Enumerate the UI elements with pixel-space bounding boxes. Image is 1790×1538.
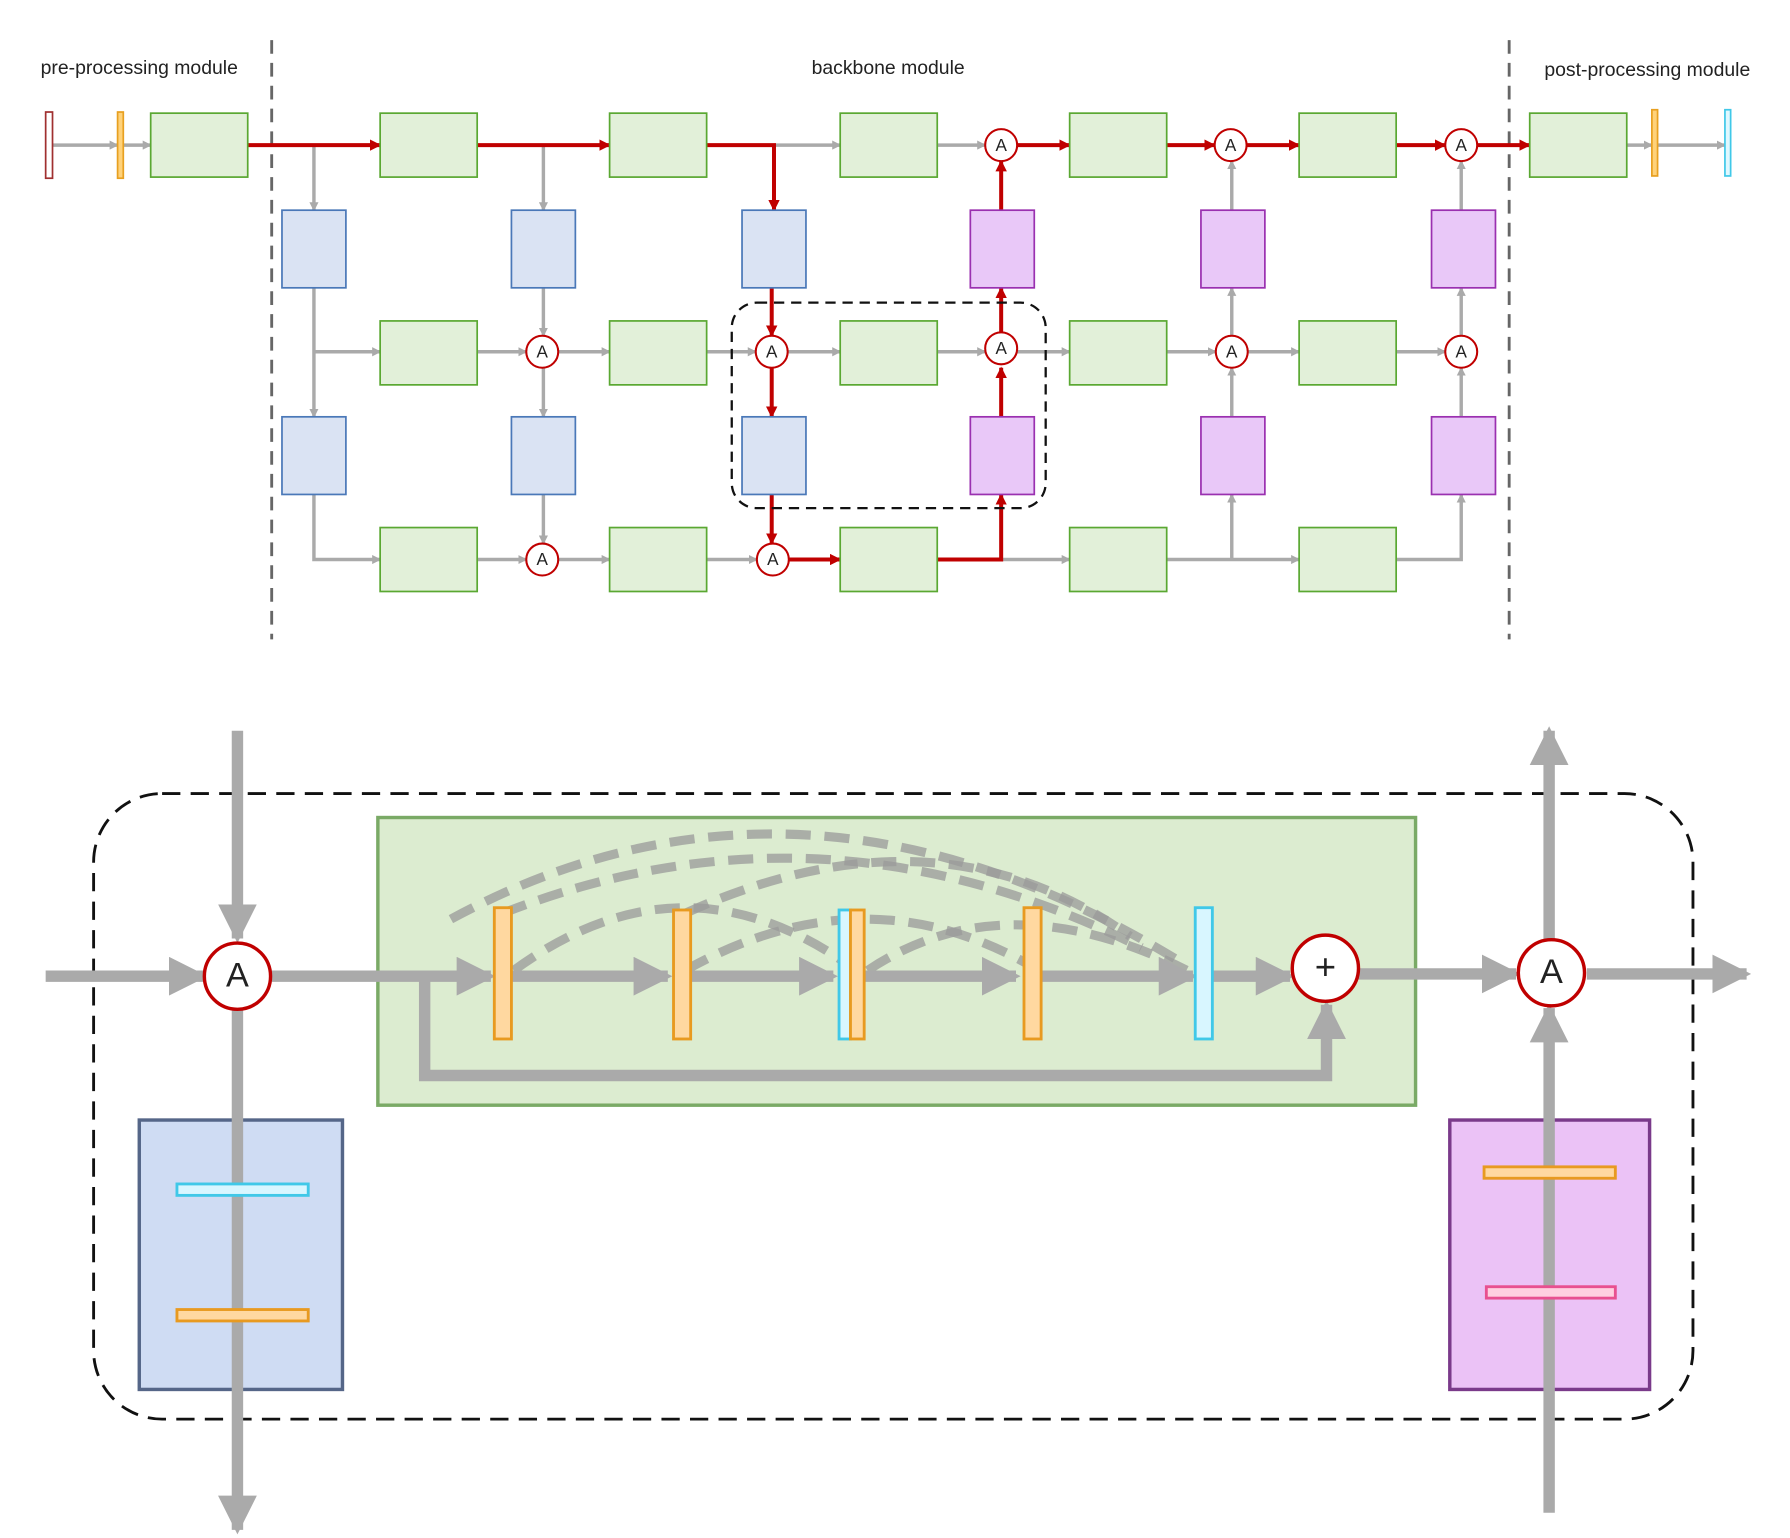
operator-label: + — [1315, 946, 1336, 987]
arrow — [312, 494, 382, 565]
layer-bar — [175, 1182, 310, 1197]
layer-bar — [1484, 1285, 1617, 1300]
norm-bar — [116, 111, 125, 180]
downsample-block — [741, 209, 807, 289]
conv-block — [149, 112, 249, 178]
conv-block — [839, 112, 939, 178]
conv-block — [1298, 526, 1398, 593]
output-bar — [1724, 108, 1732, 177]
operator-label: A — [226, 956, 249, 994]
arrow — [706, 143, 780, 212]
layer-bar — [1193, 906, 1214, 1041]
conv-block — [379, 320, 479, 386]
dense-connection — [683, 857, 1133, 940]
conv-block — [1298, 320, 1398, 386]
operator-node — [755, 542, 790, 577]
input-bar — [44, 111, 54, 180]
dense-connection — [511, 903, 859, 975]
arrow — [1396, 493, 1466, 562]
layer-bar — [837, 908, 852, 1041]
upsample-block — [1200, 415, 1266, 496]
upsample-block — [1200, 209, 1266, 289]
conv-block — [1068, 112, 1168, 178]
highlight-region — [730, 301, 1047, 510]
operator-label: A — [1456, 136, 1468, 155]
operator-node — [1213, 128, 1248, 163]
downsample-block — [741, 415, 807, 496]
operator-label: A — [995, 136, 1007, 155]
operator-node — [1444, 334, 1479, 369]
norm-bar — [1651, 108, 1659, 177]
layer-bar — [1482, 1165, 1617, 1180]
operator-node — [1290, 933, 1361, 1004]
dense-connection — [865, 920, 1190, 975]
skip-connection — [418, 976, 1346, 1082]
downsample-block — [510, 415, 577, 496]
conv-block — [1068, 320, 1168, 386]
module-label: backbone module — [812, 57, 965, 79]
arrow — [937, 493, 1007, 562]
conv-block — [839, 320, 939, 386]
conv-block — [379, 526, 479, 593]
conv-block — [379, 112, 479, 178]
operator-label: A — [1226, 342, 1238, 361]
operator-node — [525, 542, 560, 577]
layer-bar — [849, 908, 866, 1041]
layer-bar — [672, 908, 693, 1041]
dense-connection — [682, 914, 1042, 975]
module-label: pre-processing module — [41, 57, 238, 79]
conv-block — [608, 320, 708, 386]
downsample-block — [510, 209, 577, 289]
operator-node — [984, 331, 1019, 366]
upsample-block — [1430, 415, 1497, 496]
operator-node — [202, 941, 273, 1012]
operator-label: A — [767, 550, 779, 569]
operator-node — [1516, 937, 1587, 1008]
upsample-block — [969, 415, 1036, 496]
module-label: post-processing module — [1544, 59, 1750, 81]
conv-block — [1068, 526, 1168, 593]
downsample-block — [281, 415, 347, 496]
operator-node — [1444, 128, 1479, 163]
layer-bar — [1022, 906, 1043, 1041]
operator-label: A — [537, 342, 549, 361]
layer-bar — [492, 906, 513, 1041]
operator-label: A — [1540, 953, 1563, 991]
operator-label: A — [1225, 136, 1237, 155]
operator-label: A — [537, 550, 549, 569]
operator-node — [525, 334, 560, 369]
operator-label: A — [766, 342, 778, 361]
layer-bar — [175, 1308, 310, 1323]
operator-node — [1214, 334, 1249, 369]
upsample-block — [1430, 209, 1497, 289]
conv-block — [608, 112, 708, 178]
operator-label: A — [1456, 342, 1468, 361]
operator-node — [754, 334, 789, 369]
conv-block — [839, 526, 939, 593]
dense-connection — [500, 853, 1144, 952]
downsample-block — [281, 209, 347, 289]
operator-node — [984, 128, 1019, 163]
conv-block — [608, 526, 708, 593]
detail-region — [92, 792, 1695, 1421]
operator-label: A — [995, 339, 1007, 358]
conv-block — [1528, 112, 1628, 178]
conv-block — [1298, 112, 1398, 178]
upsample-block — [969, 209, 1036, 289]
